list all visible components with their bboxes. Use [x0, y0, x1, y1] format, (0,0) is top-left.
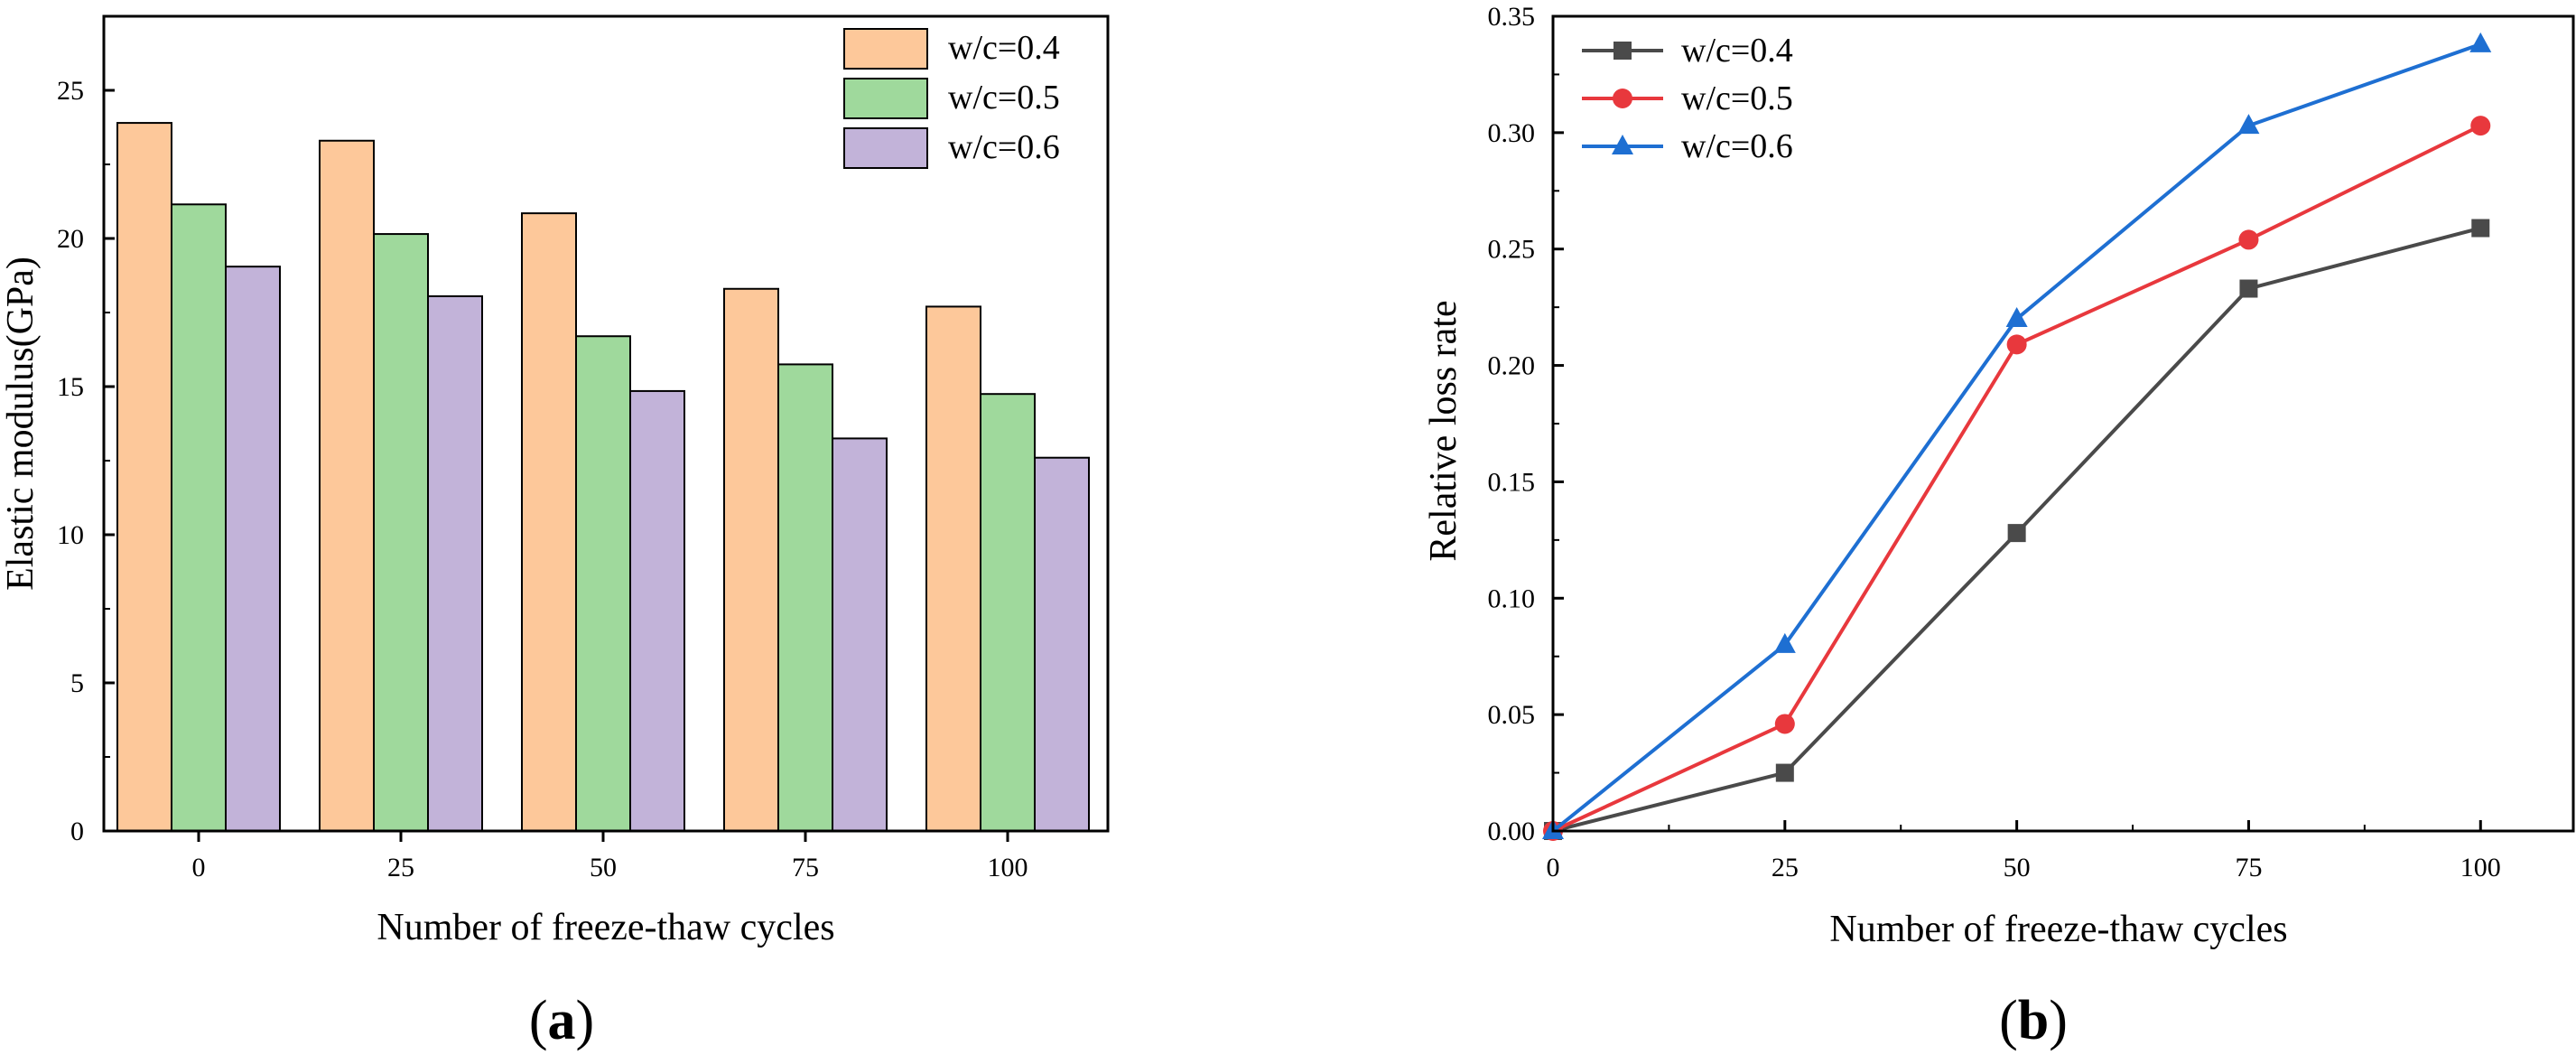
- x-tick-label: 50: [590, 853, 617, 882]
- panel-label-open: (: [529, 990, 548, 1051]
- data-point-square: [2471, 219, 2490, 238]
- y-tick-label: 0.20: [1488, 351, 1536, 381]
- bar-wc04-50: [521, 212, 577, 832]
- y-tick-label: 20: [57, 224, 84, 254]
- y-tick-label: 0.35: [1488, 2, 1536, 32]
- data-point-circle: [1774, 714, 1795, 734]
- data-point-triangle: [1773, 632, 1796, 653]
- data-point-circle: [1613, 89, 1632, 108]
- bar-wc05-0: [171, 203, 227, 832]
- legend-label: w/c=0.5: [1681, 79, 1793, 117]
- bar-wc04-0: [116, 122, 172, 832]
- x-tick-label: 0: [192, 853, 206, 882]
- bar-wc05-75: [777, 363, 833, 832]
- x-axis-ticks: 0 25 50 75 100: [192, 831, 1028, 882]
- x-tick-label: 25: [1772, 853, 1799, 882]
- legend: w/c=0.4 w/c=0.5 w/c=0.6: [1582, 32, 1793, 165]
- x-tick-label: 25: [387, 853, 414, 882]
- x-tick-label: 75: [2235, 853, 2262, 882]
- legend-label: w/c=0.4: [1681, 32, 1793, 70]
- panel-label-open: (: [1999, 990, 2018, 1051]
- bar-wc04-100: [925, 305, 981, 832]
- bar-wc06-0: [225, 266, 281, 833]
- y-tick-label: 5: [70, 668, 84, 698]
- bar-wc05-50: [575, 335, 631, 832]
- data-point-triangle: [2237, 114, 2260, 135]
- series-lines: [1542, 32, 2492, 841]
- bar-wc04-25: [319, 139, 375, 832]
- x-axis-title: Number of freeze-thaw cycles: [1829, 909, 2287, 950]
- y-axis-title: Relative loss rate: [1423, 300, 1465, 561]
- bar-group: [116, 122, 1090, 833]
- legend-label: w/c=0.6: [1681, 127, 1793, 165]
- x-tick-label: 0: [1547, 853, 1560, 882]
- y-tick-label: 0.25: [1488, 235, 1536, 265]
- data-point-square: [2239, 279, 2258, 298]
- data-point-square: [1775, 763, 1794, 782]
- x-tick-label: 100: [2460, 853, 2501, 882]
- series-line-wc05: [1552, 124, 2482, 833]
- panel-label-letter: a: [548, 990, 576, 1051]
- x-tick-label: 50: [2004, 853, 2031, 882]
- panel-label-close: ): [576, 990, 595, 1051]
- bar-wc06-50: [629, 389, 685, 832]
- data-point-square: [2007, 524, 2026, 543]
- y-tick-label: 0: [70, 817, 84, 846]
- data-point-circle: [2470, 116, 2491, 136]
- y-tick-label: 25: [57, 76, 84, 106]
- x-tick-label: 100: [988, 853, 1028, 882]
- bar-wc05-25: [373, 233, 429, 832]
- bar-wc04-75: [723, 287, 779, 832]
- bar-wc06-75: [832, 437, 888, 832]
- y-axis-ticks: 0 5 10 15 20 25: [57, 76, 115, 846]
- x-axis-ticks: 0 25 50 75 100: [1547, 820, 2501, 882]
- x-axis-title: Number of freeze-thaw cycles: [377, 907, 834, 948]
- data-point-triangle: [2005, 307, 2028, 328]
- y-tick-label: 0.05: [1488, 700, 1536, 730]
- y-tick-label: 10: [57, 520, 84, 550]
- legend-label: w/c=0.6: [948, 128, 1060, 166]
- y-axis-ticks: 0.00 0.05 0.10 0.15 0.20 0.25 0.30 0.35: [1488, 2, 1564, 846]
- panel-label-close: ): [2049, 990, 2068, 1051]
- y-tick-label: 0.00: [1488, 817, 1536, 846]
- legend-swatch: [843, 78, 928, 119]
- panel-b-line-chart: 0.00 0.05 0.10 0.15 0.20 0.25 0.30 0.35 0 25 50 75…: [1423, 2, 2575, 1051]
- panel-label-letter: b: [2018, 990, 2049, 1051]
- data-point-circle: [2238, 229, 2259, 250]
- plot-frame: [102, 14, 1110, 833]
- legend-label: w/c=0.5: [948, 79, 1060, 117]
- data-point-square: [1613, 42, 1632, 60]
- bar-wc05-100: [980, 393, 1036, 832]
- y-tick-label: 0.30: [1488, 118, 1536, 148]
- x-tick-label: 75: [792, 853, 819, 882]
- y-axis-title: Elastic modulus(GPa): [0, 257, 42, 591]
- data-point-circle: [2006, 334, 2027, 355]
- data-point-triangle: [2469, 32, 2492, 52]
- bar-wc06-25: [427, 294, 483, 832]
- y-tick-label: 15: [57, 372, 84, 402]
- bar-wc06-100: [1034, 456, 1090, 832]
- panel-label-a: (a): [529, 990, 594, 1051]
- panel-label-b: (b): [1999, 990, 2068, 1051]
- data-point-triangle: [1612, 135, 1633, 154]
- legend-swatch: [843, 127, 928, 169]
- legend: w/c=0.4 w/c=0.5 w/c=0.6: [843, 28, 1060, 169]
- y-tick-label: 0.15: [1488, 467, 1536, 497]
- legend-swatch: [843, 28, 928, 70]
- y-tick-label: 0.10: [1488, 584, 1536, 613]
- legend-label: w/c=0.4: [948, 29, 1060, 67]
